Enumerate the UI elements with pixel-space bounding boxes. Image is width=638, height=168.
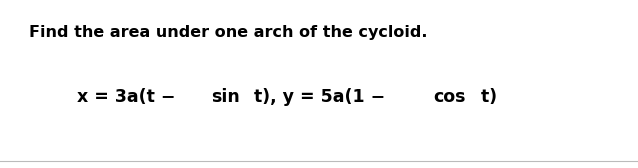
Text: cos: cos: [433, 88, 466, 107]
Text: t), y = 5a(1 −: t), y = 5a(1 −: [248, 88, 392, 107]
Text: t): t): [475, 88, 497, 107]
Text: x = 3a(t −: x = 3a(t −: [77, 88, 181, 107]
Text: sin: sin: [211, 88, 240, 107]
Text: Find the area under one arch of the cycloid.: Find the area under one arch of the cycl…: [29, 25, 427, 40]
